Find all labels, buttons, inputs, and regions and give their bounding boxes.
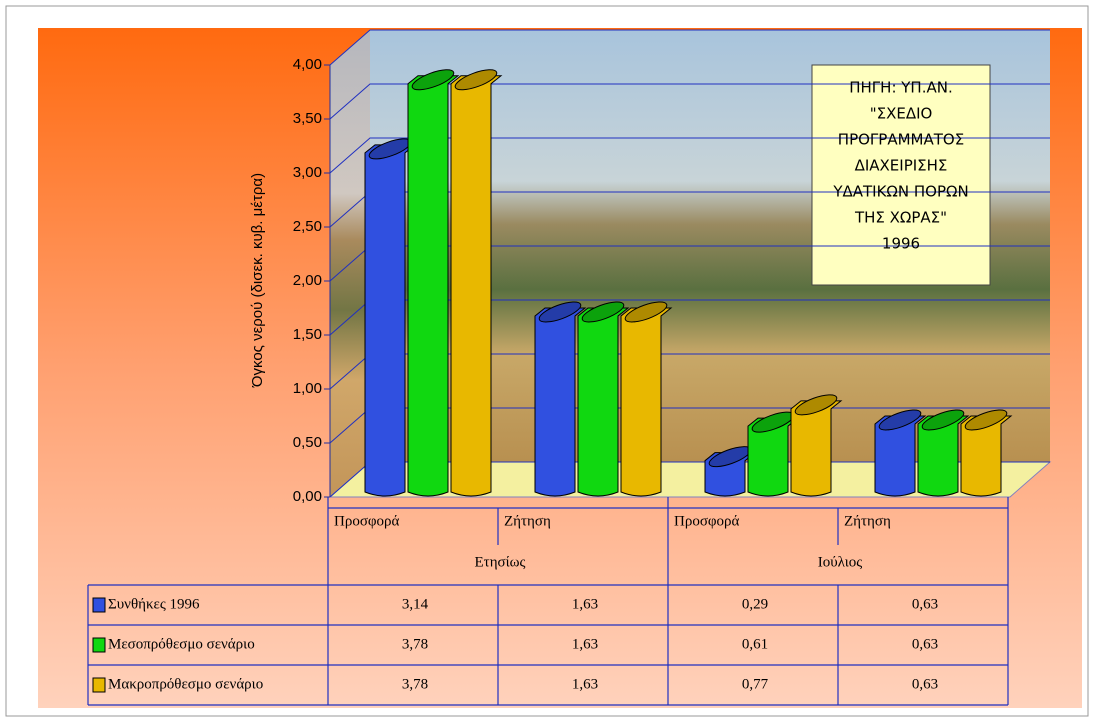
y-tick-label: 0,50: [293, 434, 322, 451]
bar: [407, 69, 460, 497]
grid-line: [329, 83, 1050, 120]
annotation-line: ΤΗΣ ΧΩΡΑΣ": [854, 209, 947, 227]
x-tick-label: Ζήτηση: [844, 513, 891, 529]
annotation-line: ΠΡΟΓΡΑΜΜΑΤΟΣ: [838, 131, 964, 149]
grid-line: [329, 29, 1050, 66]
annotation-box: [811, 64, 991, 286]
table-value: 0,77: [742, 676, 769, 692]
bar-body: [450, 75, 503, 497]
table-value: 0,63: [912, 636, 938, 652]
y-tick-label: 4,00: [293, 56, 322, 73]
bar-top: [581, 301, 625, 323]
table-value: 3,14: [402, 596, 429, 612]
bar-body: [960, 415, 1013, 497]
y-axis-label: Όγκος νερού (δισεκ. κυβ. μέτρα): [249, 173, 266, 388]
bar-body: [917, 415, 970, 497]
annotation-line: 1996: [882, 235, 920, 253]
group-label: Ετησίως: [475, 554, 526, 570]
annotation-line: ΥΔΑΤΙΚΩΝ ΠΟΡΩΝ: [832, 183, 968, 201]
x-tick-label: Προσφορά: [674, 513, 740, 529]
legend-swatch: [92, 637, 106, 653]
bar-body: [577, 307, 630, 497]
annotation-line: "ΣΧΕΔΙΟ: [870, 105, 933, 123]
bar-top: [794, 394, 838, 416]
bar-top: [454, 69, 498, 91]
bar: [874, 409, 927, 497]
bar: [747, 411, 800, 497]
legend-swatch: [92, 597, 106, 613]
legend-swatch: [92, 677, 106, 693]
annotation-line: ΔΙΑΧΕΙΡΙΣΗΣ: [855, 157, 948, 175]
y-tick-label: 3,00: [293, 164, 322, 181]
bar: [917, 409, 970, 497]
bar-top: [538, 301, 582, 323]
y-tick-label: 2,50: [293, 218, 322, 235]
bar-body: [534, 307, 587, 497]
table-value: 1,63: [572, 676, 598, 692]
table-value: 0,63: [912, 676, 938, 692]
bar: [534, 301, 587, 497]
bar-body: [620, 307, 673, 497]
y-tick-label: 3,50: [293, 110, 322, 127]
x-tick-label: Ζήτηση: [504, 513, 551, 529]
bar-top: [964, 409, 1008, 431]
table-value: 3,78: [402, 676, 428, 692]
bar-body: [790, 400, 843, 497]
bar-top: [921, 409, 965, 431]
bar-top: [411, 69, 455, 91]
bar-top: [878, 409, 922, 431]
bar: [960, 409, 1013, 497]
bar: [790, 394, 843, 497]
table-value: 0,61: [742, 636, 768, 652]
table-value: 1,63: [572, 596, 598, 612]
table-value: 3,78: [402, 636, 428, 652]
legend-label: Μεσοπρόθεσμο σενάριο: [108, 636, 255, 652]
table-value: 0,63: [912, 596, 938, 612]
bar-top: [624, 301, 668, 323]
bar: [450, 69, 503, 497]
bar-body: [407, 75, 460, 497]
legend-label: Συνθήκες 1996: [108, 596, 200, 612]
y-tick-label: 1,50: [293, 326, 322, 343]
table-value: 0,29: [742, 596, 768, 612]
y-tick-label: 0,00: [293, 488, 322, 505]
bar-body: [874, 415, 927, 497]
y-tick-label: 1,00: [293, 380, 322, 397]
table: Προσφορά Ζήτηση Προσφορά Ζήτηση Ετησίως Ιούλι…: [87, 497, 1009, 706]
grid-line: [329, 137, 1050, 174]
group-label: Ιούλιος: [818, 554, 863, 570]
y-tick-label: 2,00: [293, 272, 322, 289]
bar: [577, 301, 630, 497]
bar: [364, 138, 417, 497]
bar: [620, 301, 673, 497]
x-tick-label: Προσφορά: [334, 513, 400, 529]
table-value: 1,63: [572, 636, 598, 652]
legend-label: Μακροπρόθεσμο σενάριο: [108, 676, 263, 692]
annotation-line: ΠΗΓΗ: ΥΠ.ΑΝ.: [849, 79, 952, 97]
